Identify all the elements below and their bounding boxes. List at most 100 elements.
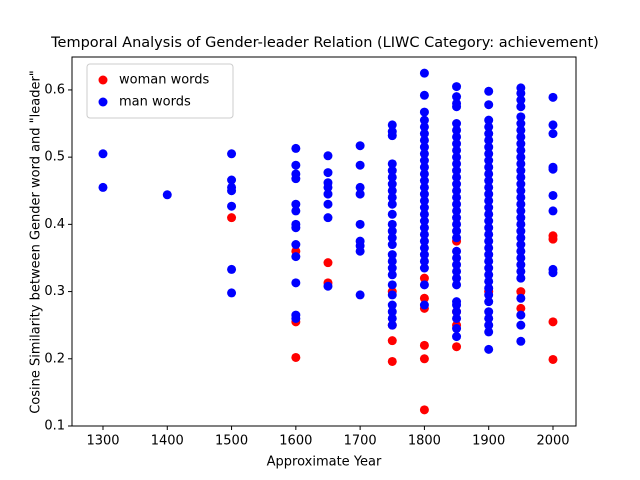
point xyxy=(484,86,494,96)
point xyxy=(548,120,558,130)
point xyxy=(323,281,333,291)
point xyxy=(227,213,237,223)
point xyxy=(387,226,397,236)
point xyxy=(355,246,365,256)
point xyxy=(291,223,301,233)
point xyxy=(548,206,558,216)
point xyxy=(484,229,494,239)
point xyxy=(291,160,301,170)
point xyxy=(548,354,558,364)
point xyxy=(484,276,494,286)
point xyxy=(419,273,429,283)
point xyxy=(484,270,494,280)
point xyxy=(291,206,301,216)
point xyxy=(452,260,462,270)
point xyxy=(355,160,365,170)
point xyxy=(355,219,365,229)
y-tick-label: 0.3 xyxy=(44,284,65,299)
point xyxy=(227,175,237,185)
point xyxy=(419,405,429,415)
point xyxy=(516,240,526,250)
point xyxy=(452,324,462,334)
point xyxy=(516,293,526,303)
point xyxy=(484,236,494,246)
point xyxy=(323,199,333,209)
point xyxy=(387,219,397,229)
point xyxy=(484,344,494,354)
point xyxy=(516,219,526,229)
point xyxy=(484,156,494,166)
point xyxy=(227,264,237,274)
point xyxy=(291,174,301,184)
point xyxy=(484,216,494,226)
point xyxy=(387,240,397,250)
point xyxy=(452,119,462,129)
point xyxy=(452,199,462,209)
x-tick-label: 1800 xyxy=(408,434,441,449)
point xyxy=(484,307,494,317)
point xyxy=(387,320,397,330)
point xyxy=(452,342,462,352)
point xyxy=(548,92,558,102)
point xyxy=(516,179,526,189)
point xyxy=(484,290,494,300)
point xyxy=(355,182,365,192)
point xyxy=(419,216,429,226)
y-tick-label: 0.5 xyxy=(44,150,65,165)
point xyxy=(452,186,462,196)
point xyxy=(227,149,237,159)
point xyxy=(419,142,429,152)
point xyxy=(452,300,462,310)
y-tick-label: 0.1 xyxy=(44,419,65,434)
point xyxy=(355,290,365,300)
point xyxy=(548,190,558,200)
point xyxy=(323,258,333,268)
point xyxy=(516,192,526,202)
point xyxy=(548,268,558,278)
point xyxy=(516,199,526,209)
point xyxy=(387,280,397,290)
point xyxy=(419,223,429,233)
point xyxy=(387,209,397,219)
legend-marker xyxy=(98,75,108,85)
y-tick-label: 0.6 xyxy=(44,82,65,97)
point xyxy=(484,263,494,273)
point xyxy=(484,243,494,253)
point xyxy=(387,250,397,260)
point xyxy=(387,290,397,300)
point xyxy=(484,320,494,330)
point xyxy=(484,196,494,206)
point xyxy=(291,352,301,362)
point xyxy=(419,189,429,199)
point xyxy=(419,135,429,145)
point xyxy=(516,233,526,243)
point xyxy=(484,122,494,132)
point xyxy=(387,179,397,189)
point xyxy=(452,82,462,92)
point xyxy=(387,199,397,209)
chart-title: Temporal Analysis of Gender-leader Relat… xyxy=(50,35,599,51)
point xyxy=(484,176,494,186)
point xyxy=(548,164,558,174)
point xyxy=(387,186,397,196)
point xyxy=(419,182,429,192)
point xyxy=(516,246,526,256)
point xyxy=(419,149,429,159)
point xyxy=(387,336,397,346)
point xyxy=(419,115,429,125)
point xyxy=(548,234,558,244)
point xyxy=(419,236,429,246)
point xyxy=(516,166,526,176)
point xyxy=(516,253,526,263)
point xyxy=(419,196,429,206)
point xyxy=(516,172,526,182)
point xyxy=(227,186,237,196)
point xyxy=(452,139,462,149)
point xyxy=(516,273,526,283)
point xyxy=(516,260,526,270)
point xyxy=(291,278,301,288)
point xyxy=(227,288,237,298)
point xyxy=(419,300,429,310)
point xyxy=(452,307,462,317)
point xyxy=(516,206,526,216)
